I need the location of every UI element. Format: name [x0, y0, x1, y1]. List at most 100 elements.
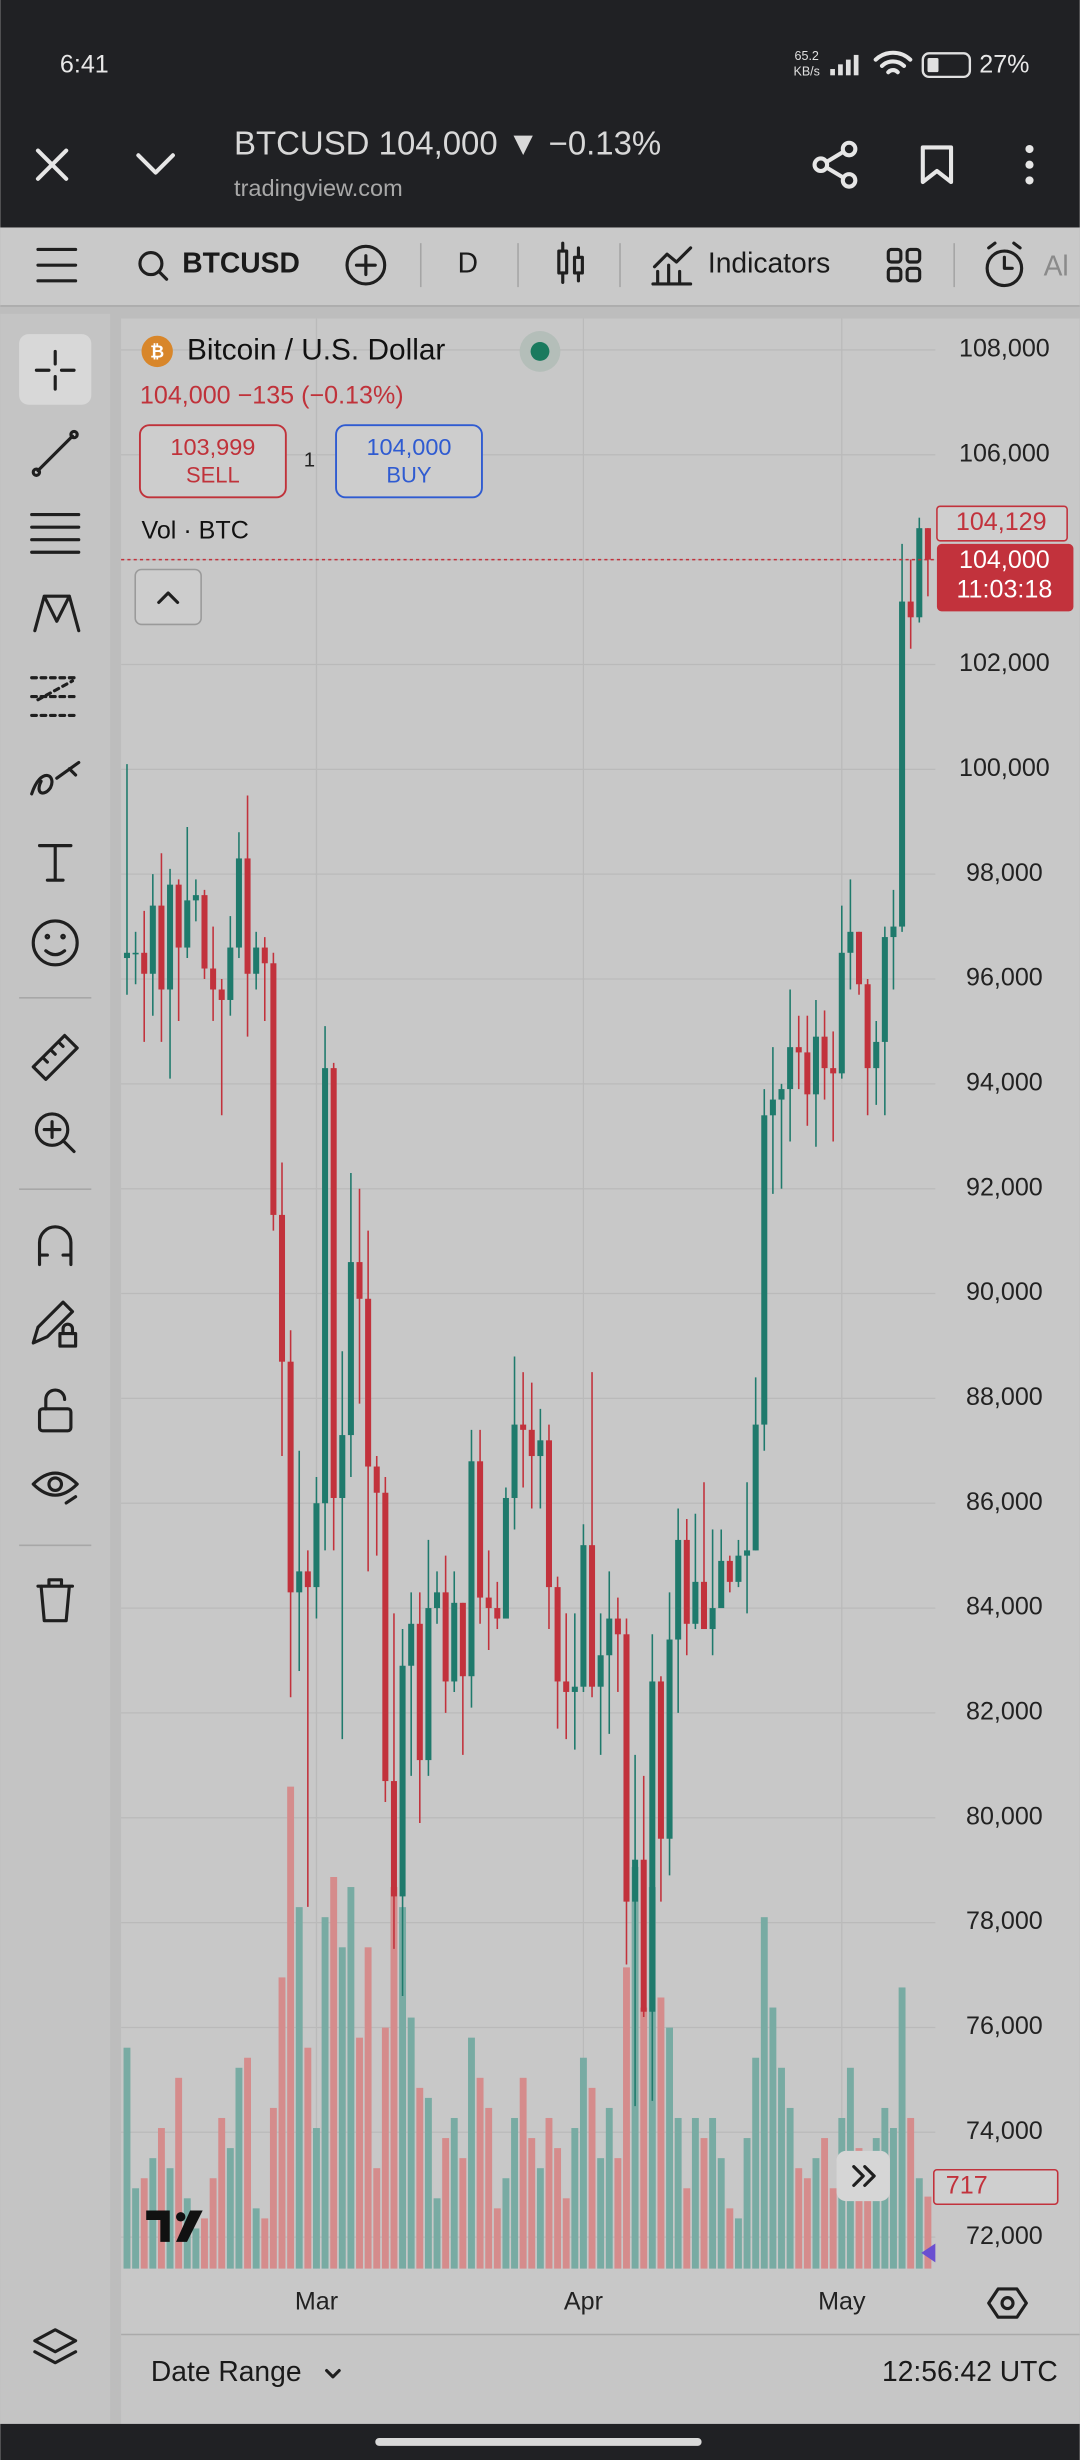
search-icon[interactable] [138, 251, 169, 281]
zoom-tool-part [34, 1112, 70, 1147]
volume-bar [450, 2117, 458, 2269]
brush-tool[interactable] [30, 760, 81, 796]
menu-button-part [1025, 176, 1034, 185]
volume-bar [261, 2218, 269, 2269]
collapse-button[interactable] [136, 153, 175, 175]
candle-body [502, 1497, 509, 1619]
volume-bar [166, 2168, 174, 2269]
delete-tool[interactable] [36, 1578, 75, 1623]
visibility-tool[interactable] [31, 1471, 79, 1505]
menu-icon[interactable] [36, 247, 78, 283]
indicators-icon[interactable] [651, 246, 693, 286]
interval[interactable]: D [458, 247, 478, 279]
scroll-to-end-icon [852, 2165, 876, 2188]
y-tick-label: 84,000 [966, 1593, 1043, 1621]
indicators-button[interactable]: Indicators [708, 247, 830, 279]
battery-text: 27% [979, 51, 1029, 79]
bottom-bar [121, 2334, 1080, 2424]
volume-bar [915, 2178, 923, 2269]
buy-button[interactable] [335, 424, 483, 499]
volume-bar [571, 2128, 579, 2269]
volume-bar [786, 2107, 794, 2269]
lock-drawings[interactable] [31, 1300, 78, 1348]
volume-bar [304, 2047, 312, 2269]
home-indicator[interactable] [375, 2438, 702, 2446]
candle-body [158, 905, 165, 990]
volume-bar [313, 2128, 320, 2269]
ruler-tool[interactable] [31, 1033, 79, 1081]
channel-tool[interactable] [30, 513, 81, 554]
volume-tag-value: 717 [946, 2172, 988, 2200]
candle-body [287, 1361, 294, 1593]
alert-icon[interactable] [985, 241, 1024, 288]
pattern-tool[interactable] [33, 594, 81, 633]
bookmark-button[interactable] [920, 145, 954, 185]
volume-bar [502, 2178, 510, 2269]
battery-level [927, 58, 939, 73]
magnet-tool[interactable] [37, 1225, 73, 1267]
add-symbol-part [345, 244, 387, 286]
chart: 72,000 74,000 76,000 78,000 80,000 82,000 84,0… [121, 318, 1074, 2316]
chart-settings[interactable] [987, 2287, 1028, 2319]
drawing-toolbar [0, 313, 111, 2424]
y-tick-label: 82,000 [966, 1698, 1043, 1726]
buy-price: 104,000 [366, 434, 451, 460]
chart-type[interactable] [557, 241, 584, 284]
search-icon-part [138, 251, 164, 277]
symbol-search[interactable]: BTCUSD [182, 247, 300, 279]
share-button[interactable] [812, 140, 858, 189]
visibility-tool-part [47, 1476, 64, 1493]
zoom-tool[interactable] [34, 1112, 76, 1154]
volume-bar [821, 2138, 829, 2269]
volume-bar [898, 1987, 906, 2269]
sell-button[interactable] [138, 424, 287, 499]
crosshair-tool[interactable] [34, 349, 76, 391]
emoji-tool[interactable] [31, 919, 79, 967]
battery-icon [921, 52, 972, 79]
candle-body [132, 952, 139, 955]
alert-button[interactable]: Al [1044, 250, 1069, 282]
clock: 12:56:42 UTC [882, 2355, 1058, 2387]
volume-bar [640, 2007, 648, 2269]
volume-bar [579, 2057, 587, 2269]
coin-icon [141, 335, 173, 368]
text-tool[interactable] [37, 844, 73, 882]
candle-body [537, 1440, 544, 1457]
candle-body [606, 1618, 613, 1656]
volume-bar [588, 2087, 596, 2269]
volume-bar [244, 2057, 251, 2269]
candle-body [253, 947, 260, 974]
fib-tool[interactable] [30, 676, 81, 717]
lock-tool[interactable] [37, 1388, 73, 1433]
price-tag [936, 543, 1074, 612]
candle-body [838, 952, 845, 1074]
close-button[interactable] [35, 148, 69, 181]
layout-icon[interactable] [886, 247, 922, 283]
volume-bar [140, 2178, 148, 2269]
object-tree[interactable] [33, 2328, 78, 2365]
wifi-icon [873, 50, 913, 75]
volume-bar [890, 2128, 897, 2269]
line-tool-part [31, 467, 42, 477]
candle-body [218, 989, 225, 1000]
date-range[interactable]: Date Range [151, 2355, 302, 2387]
add-symbol[interactable] [345, 244, 387, 286]
candle-body [683, 1539, 690, 1624]
volume-bar [433, 2198, 441, 2269]
legend-toggle[interactable] [134, 568, 202, 626]
volume-bar [614, 2158, 622, 2269]
y-tick-label: 88,000 [966, 1383, 1043, 1411]
line-tool[interactable] [31, 429, 79, 477]
signal-icon-part [830, 69, 835, 76]
candle-body [924, 528, 931, 560]
menu-button[interactable] [1025, 144, 1034, 185]
layout-icon-part [905, 247, 922, 264]
candle-body [408, 1623, 415, 1666]
tv-logo-part [146, 2210, 170, 2242]
toolbar [0, 227, 1080, 306]
volume-bar [726, 2208, 734, 2269]
lock-drawings-part [31, 1300, 75, 1345]
chart-settings-part [987, 2287, 1028, 2319]
signal-icon-part [845, 59, 851, 76]
share-button-part [825, 150, 845, 180]
